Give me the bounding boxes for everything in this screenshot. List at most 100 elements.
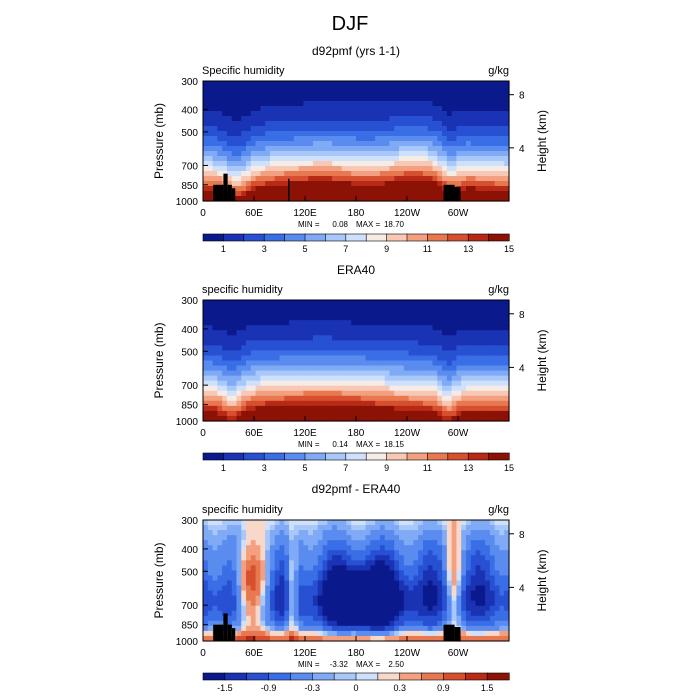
heatmap-cell <box>308 176 314 182</box>
heatmap-cell <box>346 156 352 162</box>
heatmap-cell <box>427 325 434 331</box>
heatmap-cell <box>461 340 467 346</box>
heatmap-cell <box>456 580 462 587</box>
heatmap-cell <box>241 146 247 152</box>
heatmap-cell <box>274 365 281 372</box>
heatmap-cell <box>279 111 285 117</box>
colorbar-swatch <box>333 672 357 681</box>
heatmap-cell <box>370 335 376 341</box>
colorbar-swatch <box>467 233 490 242</box>
heatmap-cell <box>260 375 266 382</box>
heatmap-cell <box>370 116 376 122</box>
heatmap-cell <box>246 375 252 382</box>
heatmap-cell <box>384 186 391 192</box>
heatmap-cell <box>279 335 285 341</box>
heatmap-cell <box>403 186 410 192</box>
heatmap-cell <box>451 365 458 372</box>
heatmap-cell <box>289 131 295 137</box>
heatmap-cell <box>427 121 434 127</box>
heatmap-cell <box>312 131 319 137</box>
heatmap-cell <box>241 605 247 612</box>
heatmap-cell <box>379 625 386 632</box>
heatmap-cell <box>399 166 405 172</box>
heatmap-cell <box>437 520 443 526</box>
heatmap-cell <box>317 335 324 341</box>
heatmap-cell <box>465 166 472 172</box>
heatmap-cell <box>269 610 276 617</box>
heatmap-cell <box>222 91 228 97</box>
heatmap-cell <box>322 315 328 321</box>
heatmap-cell <box>260 620 266 627</box>
heatmap-cell <box>279 81 285 87</box>
heatmap-cell <box>269 315 276 321</box>
heatmap-cell <box>442 146 448 152</box>
heatmap-cell <box>475 345 481 352</box>
heatmap-cell <box>265 575 271 582</box>
heatmap-cell <box>212 380 218 387</box>
heatmap-cell <box>203 305 209 311</box>
heatmap-cell <box>236 615 242 622</box>
heatmap-cell <box>427 545 434 551</box>
heatmap-cell <box>308 385 314 392</box>
heatmap-cell <box>293 126 300 132</box>
heatmap-cell <box>356 585 362 592</box>
heatmap-cell <box>303 156 309 162</box>
heatmap-cell <box>365 395 371 402</box>
heatmap-cell <box>336 191 343 197</box>
heatmap-cell <box>226 355 233 362</box>
heatmap-cell <box>403 166 410 172</box>
heatmap-cell <box>442 620 448 627</box>
heatmap-cell <box>351 520 357 526</box>
heatmap-cell <box>322 625 328 632</box>
heatmap-cell <box>394 585 400 592</box>
heatmap-cell <box>485 141 491 147</box>
heatmap-cell <box>485 340 491 346</box>
heatmap-cell <box>269 395 276 402</box>
heatmap-cell <box>255 101 261 107</box>
y-tick-label: 850 <box>181 621 198 632</box>
heatmap-cell <box>222 335 228 341</box>
heatmap-cell <box>260 550 266 556</box>
heatmap-cell <box>432 350 438 357</box>
heatmap-cell <box>269 96 276 102</box>
heatmap-cell <box>279 350 285 357</box>
heatmap-cell <box>399 575 405 582</box>
heatmap-cell <box>413 555 419 561</box>
heatmap-cell <box>265 630 271 637</box>
heatmap-cell <box>480 525 486 531</box>
heatmap-cell <box>461 81 467 87</box>
heatmap-cell <box>308 630 314 637</box>
heatmap-cell <box>236 635 242 642</box>
heatmap-cell <box>365 550 371 556</box>
heatmap-cell <box>427 375 434 382</box>
heatmap-cell <box>456 605 462 612</box>
heatmap-cell <box>470 315 477 321</box>
heatmap-cell <box>485 325 491 331</box>
heatmap-cell <box>274 590 281 597</box>
heatmap-cell <box>375 320 381 326</box>
heatmap-cell <box>480 166 486 172</box>
y-tick-label: 400 <box>181 106 198 117</box>
heatmap-cell <box>418 81 424 87</box>
heatmap-cell <box>308 570 314 577</box>
heatmap-cell <box>207 86 214 92</box>
heatmap-cell <box>250 360 257 367</box>
heatmap-cell <box>293 615 300 622</box>
heatmap-cell <box>408 166 414 172</box>
heatmap-cell <box>504 355 510 362</box>
heatmap-cell <box>332 630 338 637</box>
heatmap-cell <box>284 106 290 112</box>
heatmap-cell <box>246 131 252 137</box>
heatmap-cell <box>422 360 429 367</box>
heatmap-cell <box>422 600 429 607</box>
heatmap-cell <box>246 585 252 592</box>
heatmap-cell <box>322 605 328 612</box>
heatmap-cell <box>465 86 472 92</box>
heatmap-cell <box>494 605 501 612</box>
heatmap-cell <box>485 405 491 412</box>
heatmap-cell <box>461 161 467 167</box>
heatmap-cell <box>356 106 362 112</box>
heatmap-cell <box>327 630 333 637</box>
heatmap-cell <box>322 380 328 387</box>
heatmap-cell <box>212 116 218 122</box>
